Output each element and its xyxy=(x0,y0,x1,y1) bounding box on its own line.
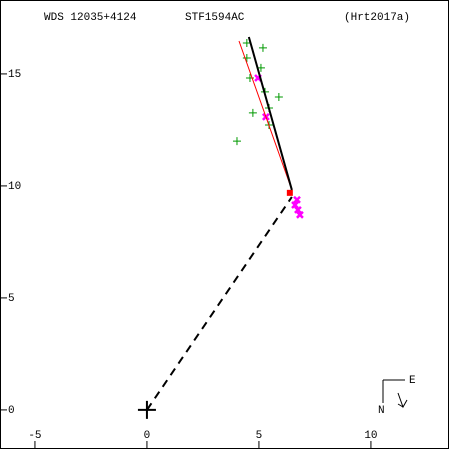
measure xyxy=(291,201,299,209)
y-tick-label: 5 xyxy=(8,293,15,305)
y-tick-label: 10 xyxy=(8,181,21,193)
observation xyxy=(242,39,251,48)
observation xyxy=(242,54,251,63)
header-left: WDS 12035+4124 xyxy=(44,12,137,24)
compass xyxy=(382,379,408,409)
header-right: (Hrt2017a) xyxy=(344,12,410,24)
marker xyxy=(286,189,293,196)
orbit-line xyxy=(238,40,293,191)
measure xyxy=(296,210,304,219)
observation xyxy=(274,92,283,101)
observation xyxy=(248,108,257,117)
x-tick-label: 0 xyxy=(144,430,151,442)
y-tick-label: 15 xyxy=(8,69,21,81)
orbit-line xyxy=(247,36,293,191)
x-tick-label: -5 xyxy=(28,430,41,442)
observation xyxy=(232,137,241,146)
separation-line xyxy=(146,196,293,411)
x-tick-label: 10 xyxy=(364,430,377,442)
measure xyxy=(293,195,301,204)
compass-east: E xyxy=(409,375,416,387)
observation xyxy=(258,43,267,52)
compass-north: N xyxy=(378,405,385,417)
y-tick-label: 0 xyxy=(8,405,15,417)
header-center: STF1594AC xyxy=(185,12,245,24)
primary-star xyxy=(137,400,156,419)
measure xyxy=(294,205,302,214)
x-tick-label: 5 xyxy=(256,430,263,442)
compass-arrow xyxy=(397,392,408,409)
